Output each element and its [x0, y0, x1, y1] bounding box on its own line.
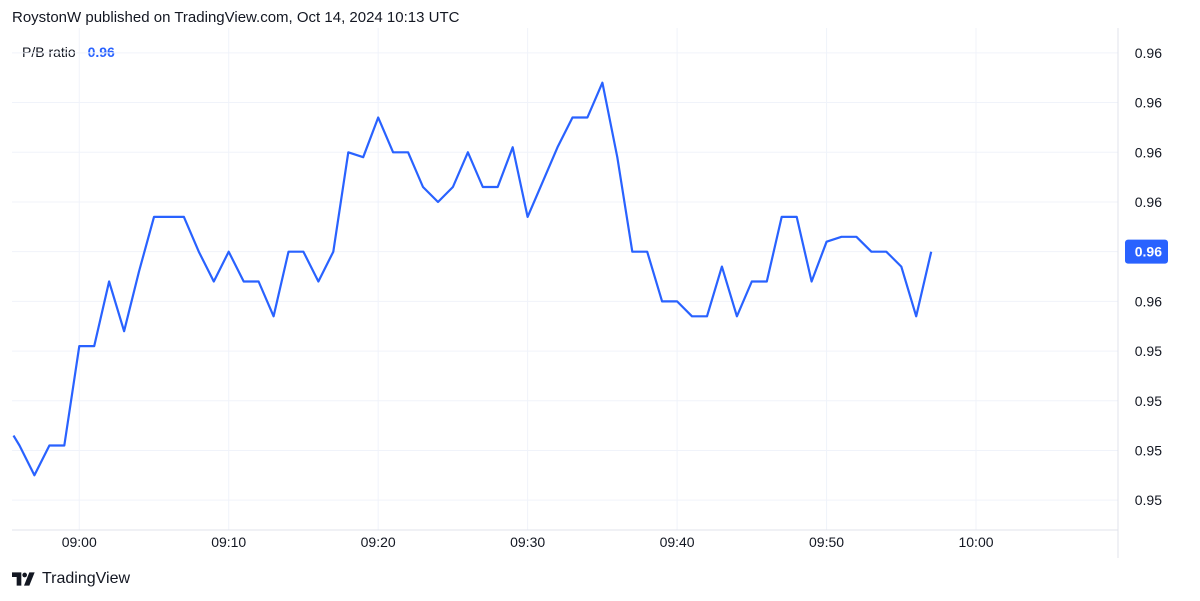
- chart-grid: [12, 28, 1118, 530]
- x-tick-label: 09:40: [660, 534, 695, 550]
- x-tick-label: 09:00: [62, 534, 97, 550]
- y-tick-label: 0.96: [1135, 45, 1162, 61]
- y-tick-label: 0.96: [1135, 95, 1162, 111]
- footer-brand: TradingView: [42, 570, 131, 587]
- tradingview-logo-icon: [12, 572, 35, 586]
- y-tick-label: 0.95: [1135, 492, 1162, 508]
- x-tick-label: 10:00: [958, 534, 993, 550]
- last-value-text: 0.96: [1135, 244, 1162, 260]
- x-tick-label: 09:50: [809, 534, 844, 550]
- y-axis: 0.96 0.96 0.96 0.96 0.96 0.96 0.95 0.95 0.95 0.95: [1135, 45, 1162, 508]
- y-tick-label: 0.95: [1135, 442, 1162, 458]
- x-tick-label: 09:20: [361, 534, 396, 550]
- legend-series-name: P/B ratio: [22, 44, 76, 60]
- y-tick-label: 0.96: [1135, 194, 1162, 210]
- publish-header: RoystonW published on TradingView.com, O…: [12, 9, 460, 26]
- y-tick-label: 0.95: [1135, 393, 1162, 409]
- y-tick-label: 0.96: [1135, 144, 1162, 160]
- last-value-label: 0.96: [1125, 239, 1168, 264]
- series-group: [12, 81, 933, 477]
- footer: TradingView: [12, 570, 130, 588]
- y-tick-label: 0.96: [1135, 293, 1162, 309]
- legend-series-value: 0.96: [87, 44, 115, 60]
- x-tick-label: 09:30: [510, 534, 545, 550]
- series-line: [12, 81, 933, 477]
- legend: P/B ratio 0.96: [22, 44, 115, 60]
- y-tick-label: 0.95: [1135, 343, 1162, 359]
- x-tick-label: 09:10: [211, 534, 246, 550]
- x-axis: 09:00 09:10 09:20 09:30 09:40 09:50 10:00: [62, 534, 994, 550]
- last-value-badge: [1125, 239, 1168, 264]
